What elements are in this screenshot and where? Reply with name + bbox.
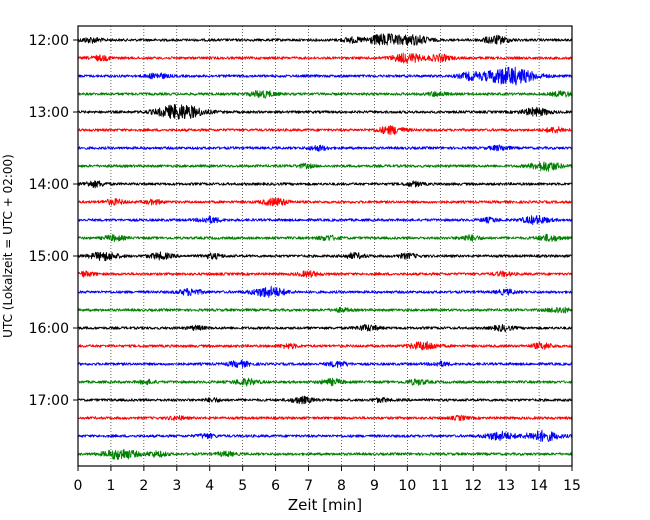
y-tick-label: 14:00 [29, 177, 69, 193]
trace-1345 [77, 161, 573, 172]
x-tick-label: 2 [139, 478, 148, 494]
trace-1600 [77, 323, 573, 332]
x-tick-label: 15 [563, 478, 581, 494]
y-axis: 12:00 13:00 14:00 15:00 16:00 17:00 [29, 33, 78, 409]
x-tick-label: 9 [370, 478, 379, 494]
trace-1415 [77, 197, 573, 207]
x-axis: 0 1 2 3 4 5 6 7 8 9 10 11 12 13 14 15 [74, 466, 581, 494]
x-tick-label: 3 [172, 478, 181, 494]
x-tick-label: 13 [497, 478, 515, 494]
x-tick-label: 0 [74, 478, 83, 494]
y-tick-label: 15:00 [29, 249, 69, 265]
y-tick-label: 13:00 [29, 105, 69, 121]
trace-1530 [77, 285, 573, 298]
trace-1430 [77, 215, 573, 226]
trace-1645 [77, 377, 573, 387]
y-tick-label: 17:00 [29, 393, 69, 409]
trace-1315 [77, 124, 573, 135]
trace-1300 [77, 103, 573, 120]
trace-1715 [77, 414, 573, 422]
x-tick-label: 14 [530, 478, 548, 494]
trace-1230 [77, 66, 573, 86]
plot-frame [77, 25, 573, 467]
trace-1515 [77, 270, 573, 278]
x-tick-label: 6 [271, 478, 280, 494]
trace-1730 [77, 429, 573, 442]
trace-1200 [77, 33, 573, 46]
trace-1615 [77, 340, 573, 351]
x-tick-label: 12 [464, 478, 482, 494]
trace-1330 [77, 144, 573, 152]
trace-1500 [77, 251, 573, 262]
trace-1445 [77, 233, 573, 243]
x-tick-label: 7 [304, 478, 313, 494]
y-tick-label: 16:00 [29, 321, 69, 337]
x-tick-label: 1 [106, 478, 115, 494]
x-axis-label: Zeit [min] [288, 496, 362, 514]
x-tick-label: 4 [205, 478, 214, 494]
trace-1745 [77, 448, 573, 460]
x-tick-label: 5 [238, 478, 247, 494]
trace-1700 [77, 395, 573, 405]
y-tick-label: 12:00 [29, 33, 69, 49]
x-tick-label: 10 [398, 478, 416, 494]
trace-1545 [77, 306, 573, 314]
x-tick-label: 8 [337, 478, 346, 494]
seismic-traces [77, 33, 573, 460]
x-tick-label: 11 [431, 478, 449, 494]
trace-1630 [77, 359, 573, 369]
trace-1400 [77, 180, 573, 189]
trace-1245 [77, 90, 573, 99]
y-axis-label: UTC (Lokalzeit = UTC + 02:00) [1, 154, 15, 338]
trace-1215 [77, 52, 573, 64]
